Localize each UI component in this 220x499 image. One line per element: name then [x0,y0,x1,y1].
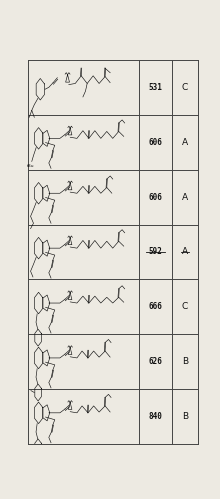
Text: A: A [182,248,188,256]
Text: 606: 606 [148,138,162,147]
Text: 531: 531 [148,83,162,92]
Text: C: C [182,83,188,92]
Text: 666: 666 [148,302,162,311]
Text: 626: 626 [148,357,162,366]
Text: 592: 592 [148,248,162,256]
Text: A: A [182,138,188,147]
Text: B: B [182,357,188,366]
Text: B: B [182,412,188,421]
Text: 840: 840 [148,412,162,421]
Text: tBu: tBu [27,164,34,168]
Text: C: C [182,302,188,311]
Text: A: A [182,193,188,202]
Text: 606: 606 [148,193,162,202]
